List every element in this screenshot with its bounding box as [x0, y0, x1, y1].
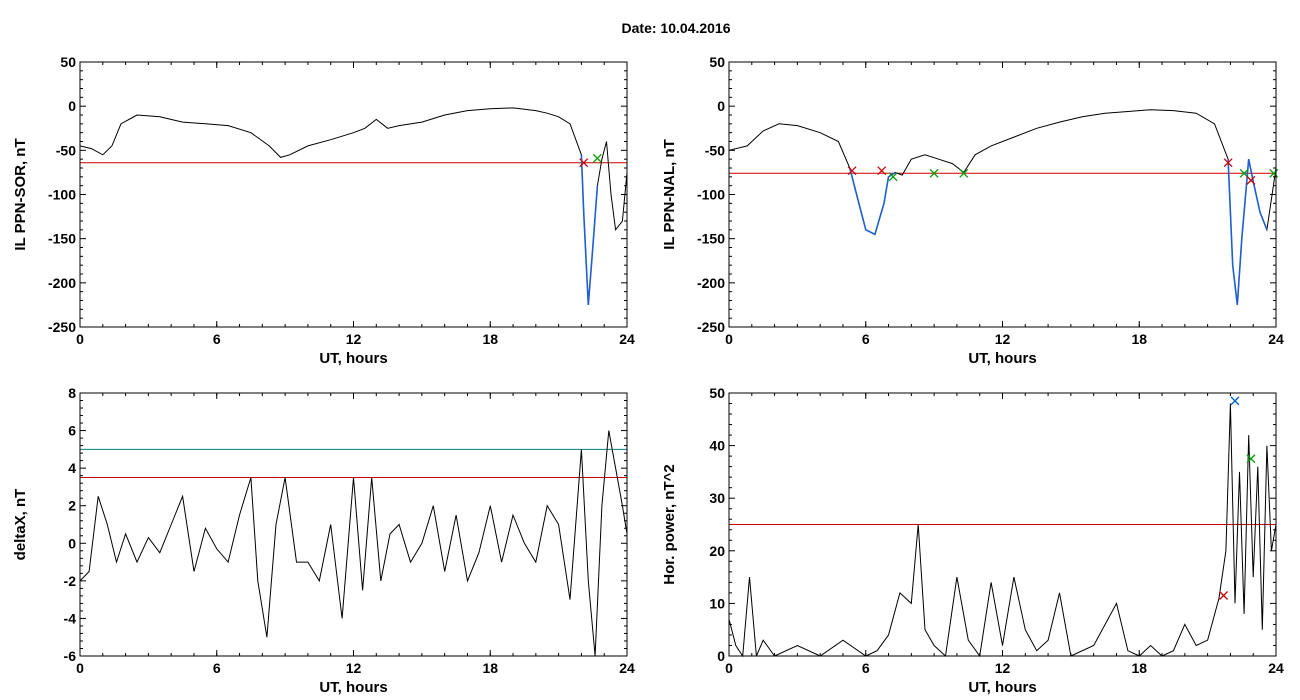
x-tick-label: 6: [213, 331, 221, 347]
marker-x: [592, 153, 602, 163]
highlight-segment: [849, 167, 896, 236]
y-tick-label: -100: [697, 187, 725, 203]
y-axis-label: Hor. power, nT^2: [661, 464, 678, 584]
y-tick-label: -150: [697, 231, 725, 247]
y-tick-label: -250: [48, 319, 76, 335]
x-tick-label: 24: [1268, 331, 1284, 347]
x-tick-label: 18: [1131, 331, 1147, 347]
y-axis-label: IL PPN-SOR, nT: [12, 138, 29, 250]
chart-panel-3: 0 6 12 18 24 8 6 4 2 0 -2 -4 -6 UT, hours deltaX, nT: [12, 385, 635, 696]
y-tick-label: 20: [709, 543, 725, 559]
x-axis-label: UT, hours: [968, 350, 1036, 367]
x-tick-label: 0: [725, 331, 733, 347]
marker-x: [579, 158, 589, 168]
x-tick-label: 12: [995, 331, 1011, 347]
y-tick-label: -100: [48, 187, 76, 203]
y-tick-label: 0: [717, 98, 725, 114]
x-tick-label: 24: [619, 331, 635, 347]
y-tick-label: 10: [709, 595, 725, 611]
x-tick-label: 18: [482, 331, 498, 347]
figure-title: Date: 10.04.2016: [622, 20, 731, 36]
chart-panel-2: 0 6 12 18 24 50 0 -50 -100 -150 -200 -250 UT, hours I…: [661, 54, 1284, 367]
chart-panel-4: 0 6 12 18 24 50 40 30 20 10 0 UT, hours Hor. power, …: [661, 385, 1284, 696]
x-tick-label: 24: [619, 660, 635, 676]
highlight-segment: [1227, 159, 1268, 305]
marker-x: [1223, 158, 1233, 168]
y-tick-label: 50: [60, 54, 76, 70]
x-tick-label: 6: [862, 660, 870, 676]
y-tick-label: 6: [68, 423, 76, 439]
marker-x: [888, 172, 898, 182]
y-tick-label: 8: [68, 385, 76, 401]
y-tick-label: 0: [68, 98, 76, 114]
marker-x: [847, 166, 857, 176]
marker-x: [877, 166, 887, 176]
y-tick-label: 40: [709, 438, 725, 454]
marker-x: [929, 168, 939, 178]
marker-x: [1239, 168, 1249, 178]
y-tick-label: 0: [717, 648, 725, 664]
x-tick-label: 12: [995, 660, 1011, 676]
y-tick-label: 2: [68, 498, 76, 514]
x-tick-label: 24: [1268, 660, 1284, 676]
y-tick-label: -50: [705, 142, 725, 158]
x-tick-label: 18: [1131, 660, 1147, 676]
x-axis-label: UT, hours: [319, 350, 387, 367]
marker-x: [1219, 591, 1229, 600]
x-tick-label: 6: [213, 660, 221, 676]
x-tick-label: 6: [862, 331, 870, 347]
plot-frame: [79, 392, 628, 657]
highlight-segment: [580, 154, 599, 305]
x-tick-label: 12: [346, 660, 362, 676]
marker-x: [1230, 396, 1240, 406]
y-tick-label: 50: [709, 54, 725, 70]
marker-x: [959, 168, 969, 178]
y-tick-label: -200: [697, 275, 725, 291]
x-tick-label: 12: [346, 331, 362, 347]
y-tick-label: -2: [64, 573, 77, 589]
marker-x: [1246, 454, 1256, 464]
y-tick-label: 0: [68, 535, 76, 551]
chart-panel-1: 0 6 12 18 24 50 0 -50 -100 -150 -200 -250 UT, hours I…: [12, 54, 635, 367]
plot-frame: [79, 61, 628, 328]
x-tick-label: 0: [76, 660, 84, 676]
x-tick-label: 18: [482, 660, 498, 676]
x-tick-label: 0: [76, 331, 84, 347]
y-axis-label: IL PPN-NAL, nT: [661, 139, 678, 250]
y-tick-label: -4: [64, 610, 77, 626]
x-axis-label: UT, hours: [319, 679, 387, 696]
series-line: [79, 430, 628, 657]
x-axis-label: UT, hours: [968, 679, 1036, 696]
y-tick-label: -6: [64, 648, 77, 664]
y-tick-label: -200: [48, 275, 76, 291]
series-line: [728, 403, 1277, 658]
x-tick-label: 0: [725, 660, 733, 676]
marker-x: [1246, 175, 1256, 185]
y-tick-label: 30: [709, 490, 725, 506]
y-tick-label: -50: [56, 142, 76, 158]
plot-frame: [728, 61, 1277, 328]
y-tick-label: 4: [68, 460, 76, 476]
series-line: [79, 107, 628, 305]
series-line: [728, 109, 1277, 305]
y-tick-label: -250: [697, 319, 725, 335]
y-tick-label: -150: [48, 231, 76, 247]
y-tick-label: 50: [709, 385, 725, 401]
y-axis-label: deltaX, nT: [12, 489, 29, 561]
